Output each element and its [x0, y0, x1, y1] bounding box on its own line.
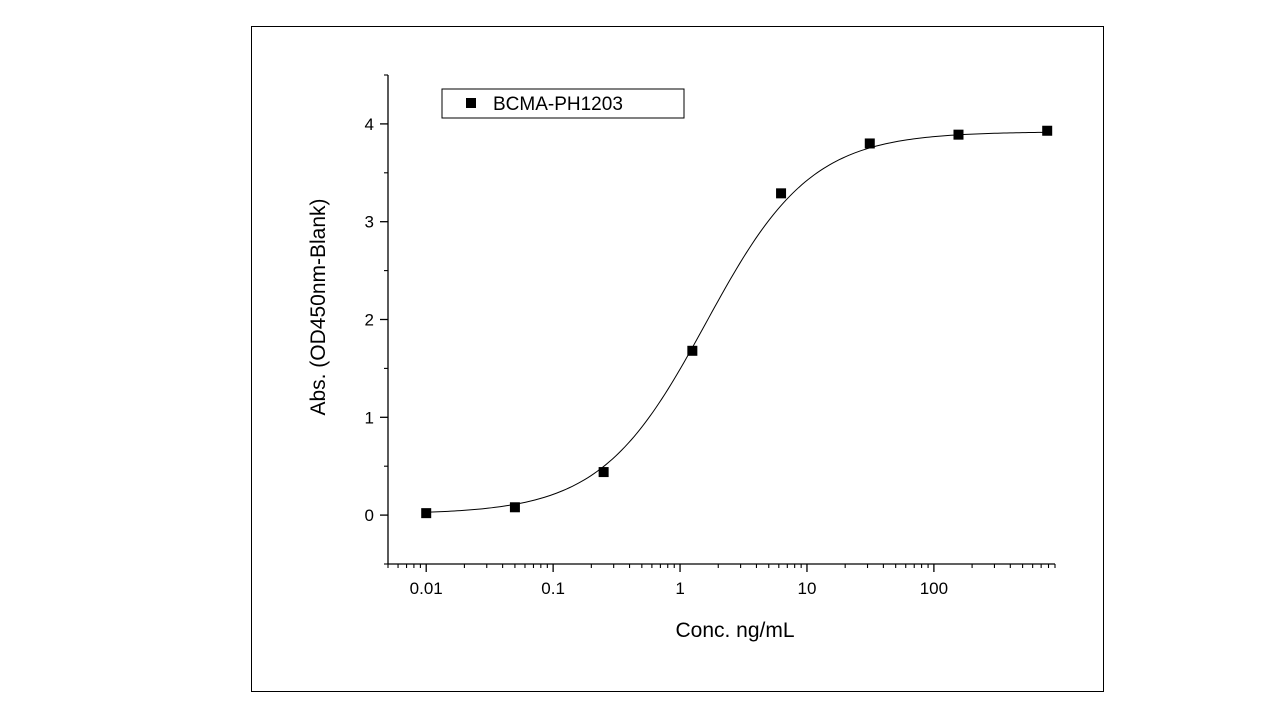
- legend: BCMA-PH1203: [441, 88, 685, 119]
- data-point: [598, 467, 609, 478]
- axes: 0 1 2 3 4 0.01 0.1 1 10 100: [365, 74, 1056, 598]
- data-point: [864, 138, 875, 149]
- fit-curve-layer: [426, 131, 1048, 513]
- x-tick-label: 1: [675, 579, 684, 598]
- x-tick-label: 0.01: [410, 579, 443, 598]
- data-point: [687, 345, 698, 356]
- y-axis-label: Abs. (OD450nm-Blank): [307, 198, 330, 415]
- y-tick-label: 3: [365, 213, 374, 232]
- y-tick-label: 1: [365, 408, 374, 427]
- data-point: [953, 129, 964, 140]
- data-point: [509, 502, 520, 513]
- x-tick-label: 100: [920, 579, 948, 598]
- x-tick-label: 10: [798, 579, 817, 598]
- y-tick-label: 2: [365, 311, 374, 330]
- data-point: [421, 508, 432, 519]
- y-tick-label: 4: [365, 115, 374, 134]
- legend-marker: [466, 98, 476, 108]
- legend-box: [441, 88, 685, 119]
- data-point: [1042, 125, 1053, 136]
- legend-label: BCMA-PH1203: [493, 94, 623, 115]
- data-points-layer: [421, 125, 1053, 519]
- data-point: [776, 188, 787, 199]
- x-axis-label: Conc. ng/mL: [675, 619, 794, 642]
- y-tick-label: 0: [365, 506, 374, 525]
- fit-curve: [426, 131, 1048, 513]
- x-tick-label: 0.1: [541, 579, 565, 598]
